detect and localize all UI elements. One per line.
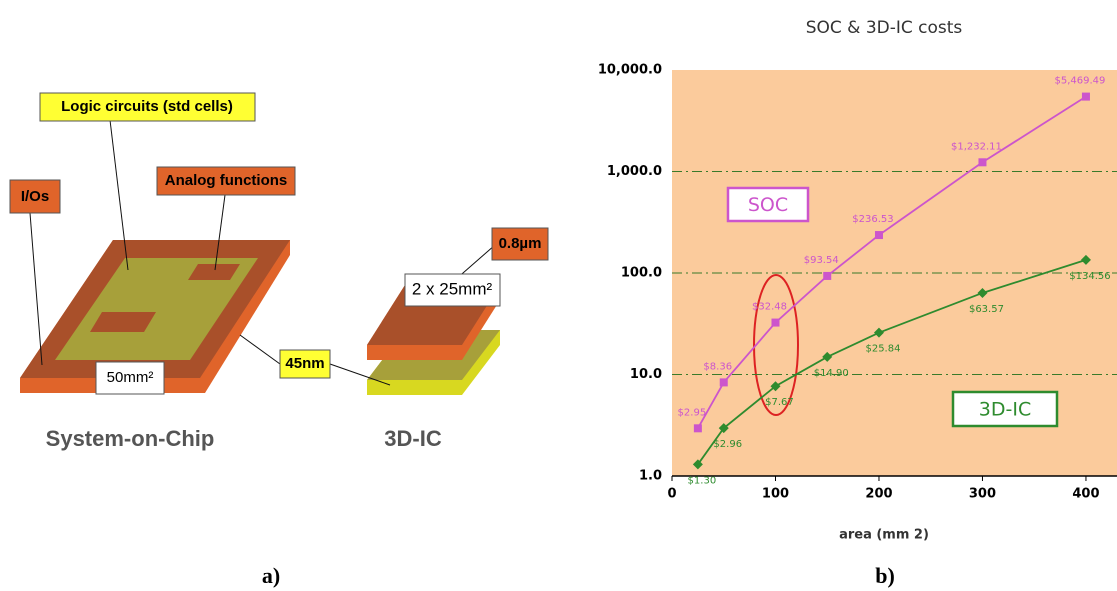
analog-block bbox=[188, 264, 240, 280]
marker bbox=[718, 423, 729, 434]
soc-caption: System-on-Chip bbox=[46, 426, 215, 451]
data-label: $93.54 bbox=[804, 255, 839, 266]
marker bbox=[770, 381, 781, 392]
marker bbox=[719, 378, 728, 387]
node-08: 0.8µm bbox=[499, 235, 542, 252]
marker bbox=[1081, 92, 1090, 101]
marker bbox=[874, 231, 883, 240]
logic-label: Logic circuits (std cells) bbox=[61, 98, 233, 115]
y-tick-label: 1,000.0 bbox=[607, 164, 662, 179]
analog-block bbox=[90, 312, 156, 332]
chart: SOC & 3D-IC costs area (mm 2) 1.0 10.0 100… bbox=[598, 18, 1117, 543]
marker bbox=[823, 271, 832, 280]
data-label: $7.67 bbox=[765, 397, 794, 408]
pointer bbox=[329, 363, 391, 386]
x-tick-label: 0 bbox=[667, 487, 676, 502]
series-box bbox=[726, 186, 810, 223]
node-45: 45nm bbox=[285, 355, 324, 372]
label-box bbox=[39, 92, 256, 122]
soc-area: 50mm² bbox=[107, 369, 154, 386]
label-box bbox=[156, 166, 296, 196]
label-box bbox=[95, 361, 165, 395]
chart-title: SOC & 3D-IC costs bbox=[806, 18, 963, 38]
marker bbox=[1080, 254, 1091, 265]
data-label: $1,232.11 bbox=[951, 141, 1002, 152]
data-label: $2.96 bbox=[713, 439, 742, 450]
data-label: $236.53 bbox=[852, 214, 893, 225]
marker bbox=[692, 459, 703, 470]
marker bbox=[978, 158, 987, 167]
data-label: $1.30 bbox=[688, 475, 717, 486]
label-box bbox=[9, 179, 61, 214]
label-box bbox=[404, 273, 501, 307]
x-tick-label: 200 bbox=[865, 487, 892, 502]
logic-area bbox=[55, 258, 258, 360]
ic-caption: 3D-IC bbox=[384, 426, 442, 451]
pointer bbox=[29, 212, 43, 366]
y-tick-label: 10,000.0 bbox=[598, 63, 662, 78]
pointer bbox=[214, 194, 226, 271]
analog-label: Analog functions bbox=[165, 172, 288, 189]
io-label: I/Os bbox=[21, 188, 49, 205]
pointer bbox=[109, 119, 129, 271]
data-label: $25.84 bbox=[865, 344, 900, 355]
data-label: $5,469.49 bbox=[1055, 76, 1106, 87]
caption: b) bbox=[875, 563, 895, 588]
label-box bbox=[491, 227, 549, 261]
y-tick-label: 10.0 bbox=[630, 367, 662, 382]
data-label: $8.36 bbox=[703, 361, 732, 372]
marker bbox=[771, 318, 780, 327]
marker bbox=[693, 424, 702, 433]
x-tick-label: 400 bbox=[1072, 487, 1099, 502]
series-name: 3D-IC bbox=[979, 399, 1031, 421]
marker bbox=[977, 287, 988, 298]
data-label: $32.48 bbox=[752, 302, 787, 313]
data-label: $14.90 bbox=[814, 368, 849, 379]
die-area: 2 x 25mm² bbox=[412, 279, 493, 298]
data-label: $2.95 bbox=[678, 407, 707, 418]
pointer bbox=[239, 334, 281, 365]
highlight-ellipse bbox=[753, 274, 799, 416]
y-tick-label: 100.0 bbox=[621, 266, 662, 281]
data-label: $134.56 bbox=[1069, 271, 1110, 282]
series-box bbox=[951, 390, 1059, 428]
series-name: SOC bbox=[748, 194, 788, 216]
marker bbox=[822, 351, 833, 362]
x-axis-label: area (mm 2) bbox=[839, 528, 929, 543]
marker bbox=[873, 327, 884, 338]
x-tick-label: 100 bbox=[762, 487, 789, 502]
caption: a) bbox=[262, 563, 280, 588]
diagram: Logic circuits (std cells) Analog functi… bbox=[9, 92, 549, 451]
data-label: $63.57 bbox=[969, 304, 1004, 315]
y-tick-label: 1.0 bbox=[639, 469, 662, 484]
label-box bbox=[279, 349, 331, 379]
x-tick-label: 300 bbox=[969, 487, 996, 502]
